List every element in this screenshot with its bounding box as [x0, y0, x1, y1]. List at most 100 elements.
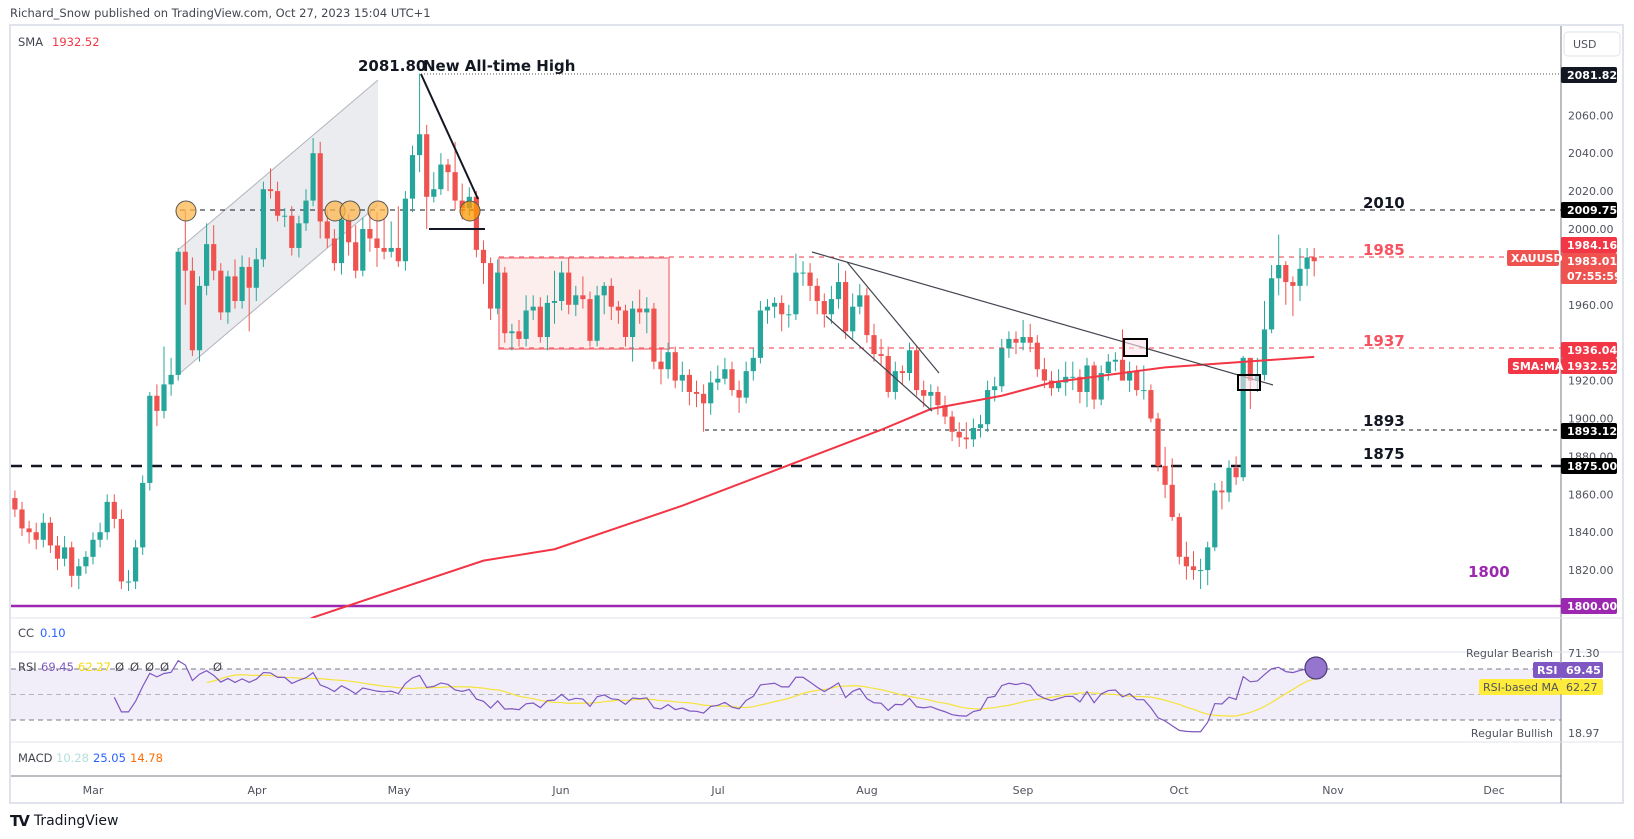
candle[interactable] [1098, 365, 1104, 406]
candle[interactable] [1304, 247, 1310, 286]
candle[interactable] [906, 342, 913, 381]
candle[interactable] [722, 357, 728, 385]
price-pane[interactable]: 2081.80 New All-time High 2010 1985 1937… [11, 57, 1561, 637]
cc-legend-name[interactable]: CC [18, 626, 34, 640]
candle[interactable] [353, 225, 359, 279]
candle[interactable] [395, 206, 401, 267]
candle[interactable] [963, 422, 969, 449]
candle[interactable] [360, 217, 366, 277]
candle[interactable] [1006, 331, 1012, 358]
candle[interactable] [956, 422, 962, 447]
candle[interactable] [630, 301, 636, 362]
rsi-pane[interactable] [11, 656, 1561, 733]
candle[interactable] [218, 263, 224, 320]
candle[interactable] [622, 304, 629, 347]
rsi-legend[interactable]: RSI 69.45 62.27 Ø Ø Ø Ø Ø [18, 660, 222, 674]
candle[interactable] [438, 153, 444, 195]
candle[interactable] [970, 418, 976, 447]
candle[interactable] [90, 532, 96, 565]
candle[interactable] [1070, 361, 1076, 391]
candle[interactable] [495, 259, 501, 315]
candle[interactable] [1198, 558, 1204, 590]
candle[interactable] [1148, 384, 1154, 423]
candle[interactable] [516, 319, 522, 347]
candle[interactable] [573, 285, 579, 317]
candle[interactable] [743, 361, 749, 404]
candle[interactable] [182, 210, 188, 305]
candle[interactable] [949, 410, 955, 442]
macd-legend-name[interactable]: MACD [18, 751, 53, 765]
candle[interactable] [942, 395, 948, 425]
candle[interactable] [608, 278, 614, 320]
rsi-highlight-circle[interactable] [1304, 656, 1328, 680]
candle[interactable] [175, 247, 181, 381]
candle[interactable] [1205, 541, 1211, 586]
candle[interactable] [1311, 247, 1317, 277]
candle[interactable] [54, 535, 61, 571]
wedge-lower-line[interactable] [825, 315, 933, 412]
candle[interactable] [800, 261, 806, 286]
candle[interactable] [1169, 458, 1175, 521]
candle[interactable] [154, 384, 160, 427]
sma-200-line[interactable] [273, 355, 1315, 638]
candle[interactable] [480, 240, 487, 284]
candle[interactable] [786, 304, 792, 328]
candle[interactable] [1290, 276, 1296, 317]
candle[interactable] [97, 522, 103, 548]
candle[interactable] [1212, 482, 1218, 552]
candle[interactable] [1176, 513, 1182, 565]
candle[interactable] [445, 158, 451, 192]
candle[interactable] [1162, 446, 1168, 499]
candle[interactable] [1027, 323, 1033, 353]
candle[interactable] [317, 141, 323, 239]
candle[interactable] [62, 535, 68, 567]
breakout-box-1[interactable] [1123, 338, 1148, 357]
time-axis[interactable]: Mar Apr May Jun Jul Aug Sep Oct Nov Dec [83, 784, 1505, 797]
candle[interactable] [1155, 412, 1161, 472]
candle[interactable] [381, 217, 387, 260]
candle[interactable] [76, 558, 82, 590]
candle[interactable] [161, 346, 167, 419]
candle[interactable] [615, 301, 621, 324]
candle[interactable] [857, 283, 863, 315]
breakout-box-2[interactable] [1237, 374, 1261, 391]
candle[interactable] [1013, 331, 1019, 355]
candle[interactable] [417, 73, 423, 173]
candle[interactable] [523, 295, 529, 347]
candle[interactable] [488, 257, 494, 320]
candle[interactable] [19, 501, 25, 536]
candle[interactable] [658, 348, 664, 385]
candle[interactable] [69, 541, 75, 588]
candle[interactable] [679, 361, 685, 392]
candle[interactable] [267, 168, 274, 199]
candle[interactable] [1034, 335, 1040, 377]
candle[interactable] [772, 297, 778, 319]
candle[interactable] [225, 270, 231, 324]
candle[interactable] [544, 295, 550, 351]
candle[interactable] [985, 380, 991, 432]
candle[interactable] [736, 380, 742, 413]
candle[interactable] [246, 257, 252, 332]
candle[interactable] [289, 206, 295, 256]
candle[interactable] [1091, 361, 1097, 410]
candle[interactable] [189, 257, 195, 356]
candle[interactable] [47, 517, 53, 554]
candle[interactable] [835, 263, 842, 309]
candle[interactable] [1105, 354, 1111, 381]
candle[interactable] [587, 291, 593, 347]
candle[interactable] [1276, 234, 1282, 296]
candle[interactable] [502, 266, 508, 343]
channel-upper-line[interactable] [178, 79, 379, 250]
candle[interactable] [33, 522, 39, 550]
candle[interactable] [104, 494, 110, 540]
candle[interactable] [232, 259, 238, 309]
touch-circle[interactable] [175, 200, 197, 222]
candle[interactable] [935, 386, 941, 415]
candle[interactable] [601, 282, 607, 315]
candle[interactable] [1112, 352, 1118, 372]
candle[interactable] [424, 124, 430, 229]
candle[interactable] [125, 570, 132, 591]
candle[interactable] [40, 513, 46, 548]
candle[interactable] [672, 346, 678, 389]
